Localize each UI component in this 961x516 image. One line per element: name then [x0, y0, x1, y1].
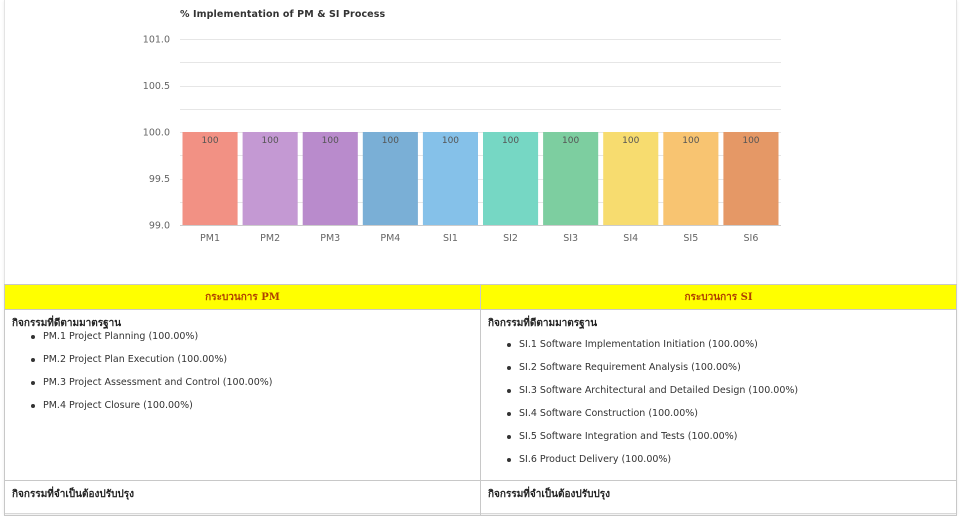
- y-tick-label: 99.0: [149, 221, 170, 232]
- pm-good-label: กิจกรรมที่ดีตามมาตรฐาน: [12, 318, 122, 329]
- bar-data-label: 100: [201, 136, 218, 146]
- si-header: กระบวนการ SI: [480, 284, 957, 310]
- implementation-chart: % Implementation of PM & SI Process 99.0…: [143, 9, 781, 244]
- bar-data-label: 100: [442, 136, 459, 146]
- si-improve-cell: กิจกรรมที่จำเป็นต้องปรับปรุง: [480, 480, 957, 516]
- si-activity-list: SI.1 Software Implementation Initiation …: [507, 339, 798, 477]
- si-good-label: กิจกรรมที่ดีตามมาตรฐาน: [488, 318, 598, 329]
- bar-data-label: 100: [262, 136, 279, 146]
- list-item: PM.3 Project Assessment and Control (100…: [31, 377, 272, 400]
- table-header-row: กระบวนการ PM กระบวนการ SI: [4, 284, 957, 310]
- pm-header: กระบวนการ PM: [4, 284, 481, 310]
- bar: [362, 132, 418, 225]
- y-tick-label: 100.0: [143, 128, 170, 139]
- list-item: SI.2 Software Requirement Analysis (100.…: [507, 362, 798, 385]
- bar: [663, 132, 719, 225]
- chart-title: % Implementation of PM & SI Process: [180, 9, 386, 20]
- bar-data-label: 100: [502, 136, 519, 146]
- list-item: PM.2 Project Plan Execution (100.00%): [31, 354, 272, 377]
- bar: [723, 132, 779, 225]
- x-tick-label: PM3: [320, 233, 340, 244]
- x-tick-label: PM1: [200, 233, 220, 244]
- bar-data-label: 100: [382, 136, 399, 146]
- bar-data-label: 100: [682, 136, 699, 146]
- bar-data-label: 100: [622, 136, 639, 146]
- list-item: SI.3 Software Architectural and Detailed…: [507, 385, 798, 408]
- x-tick-label: SI6: [744, 233, 759, 244]
- good-activities-row: กิจกรรมที่ดีตามมาตรฐาน PM.1 Project Plan…: [4, 309, 957, 481]
- list-item: SI.6 Product Delivery (100.00%): [507, 454, 798, 477]
- x-tick-label: SI1: [443, 233, 458, 244]
- x-tick-label: SI4: [623, 233, 638, 244]
- bar: [483, 132, 539, 225]
- improve-activities-row: กิจกรรมที่จำเป็นต้องปรับปรุง กิจกรรมที่จ…: [4, 480, 957, 516]
- y-tick-label: 99.5: [149, 174, 170, 185]
- si-improve-label: กิจกรรมที่จำเป็นต้องปรับปรุง: [488, 489, 611, 500]
- x-tick-label: SI3: [563, 233, 578, 244]
- y-tick-label: 101.0: [143, 35, 170, 46]
- bar-data-label: 100: [322, 136, 339, 146]
- x-tick-label: SI2: [503, 233, 518, 244]
- process-table: กระบวนการ PM กระบวนการ SI กิจกรรมที่ดีตา…: [4, 284, 957, 516]
- list-item: SI.4 Software Construction (100.00%): [507, 408, 798, 431]
- y-tick-label: 100.5: [143, 81, 170, 92]
- x-tick-label: SI5: [683, 233, 698, 244]
- bar-data-label: 100: [562, 136, 579, 146]
- x-tick-label: PM2: [260, 233, 280, 244]
- bar-data-label: 100: [742, 136, 759, 146]
- list-item: PM.4 Project Closure (100.00%): [31, 400, 272, 423]
- x-tick-label: PM4: [380, 233, 400, 244]
- bar: [543, 132, 599, 225]
- pm-improve-label: กิจกรรมที่จำเป็นต้องปรับปรุง: [12, 489, 135, 500]
- pm-activity-list: PM.1 Project Planning (100.00%) PM.2 Pro…: [31, 331, 272, 423]
- bar: [182, 132, 238, 225]
- chart-plot: 99.0 99.5 100.0 100.5 101.0 100 PM1 100 PM2 100 PM…: [143, 35, 781, 244]
- list-item: SI.1 Software Implementation Initiation …: [507, 339, 798, 362]
- si-good-cell: กิจกรรมที่ดีตามมาตรฐาน SI.1 Software Imp…: [480, 309, 957, 481]
- pm-improve-cell: กิจกรรมที่จำเป็นต้องปรับปรุง: [4, 480, 481, 516]
- bar: [603, 132, 659, 225]
- bar: [302, 132, 358, 225]
- pm-good-cell: กิจกรรมที่ดีตามมาตรฐาน PM.1 Project Plan…: [4, 309, 481, 481]
- list-item: PM.1 Project Planning (100.00%): [31, 331, 272, 354]
- bar: [422, 132, 478, 225]
- list-item: SI.5 Software Integration and Tests (100…: [507, 431, 798, 454]
- bar: [242, 132, 298, 225]
